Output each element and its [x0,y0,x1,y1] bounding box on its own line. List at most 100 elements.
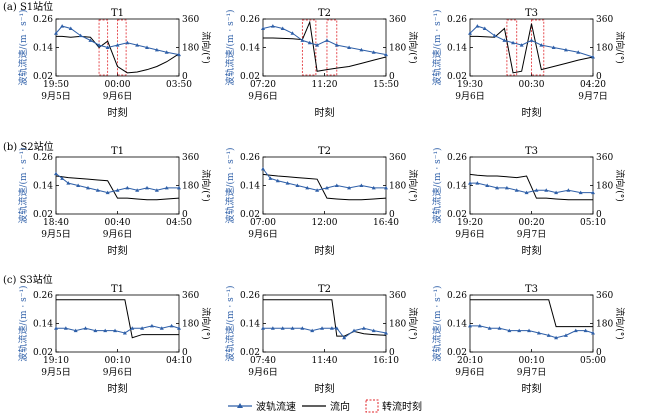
right-axis-label: 流向/(°) [200,31,212,64]
speed-point [485,183,490,187]
speed-point [591,55,595,59]
speed-point [85,185,90,190]
x-date-label: 9月6日 [248,91,277,102]
left-axis-label: 波轨流速/(m · s⁻¹) [17,147,29,223]
x-date-label: 9月5日 [41,367,70,378]
speed-point [591,331,595,335]
left-tick-label: 0.02 [33,72,53,82]
left-tick-label: 0.26 [447,291,467,301]
panel-title: T2 [318,284,331,295]
right-tick-label: 360 [389,291,406,301]
left-tick-label: 0.14 [33,320,53,330]
x-tick-label: 19:20 [457,218,483,228]
right-tick-label: 180 [596,44,613,54]
x-axis-title: 时刻 [315,106,335,119]
speed-point [334,183,339,187]
right-tick-label: 180 [596,320,613,330]
x-axis-title: 时刻 [315,244,335,257]
panel-title: T2 [318,8,331,19]
x-axis-title: 时刻 [108,382,128,395]
speed-point [329,326,334,330]
right-tick-label: 0 [182,210,188,220]
x-date-label: 9月5日 [41,91,70,102]
right-tick-label: 180 [389,44,406,54]
right-axis-label: 流向/(°) [200,307,212,340]
speed-point [261,326,265,330]
speed-point [270,326,275,330]
speed-point [54,31,58,35]
speed-point [352,328,357,333]
left-tick-label: 0.02 [447,210,467,220]
speed-point [492,33,497,38]
direction-series-line [470,23,594,74]
x-axis-title: 时刻 [315,382,335,395]
speed-point [275,178,280,183]
speed-series-line [262,168,386,191]
direction-series-line [56,35,180,74]
speed-point [576,50,581,54]
speed-point [66,181,71,185]
x-tick-label: 00:40 [105,218,131,228]
left-axis-label: 波轨流速/(m · s⁻¹) [224,285,236,361]
speed-point [135,188,140,192]
speed-point [60,176,65,180]
x-tick-label: 12:00 [312,218,338,228]
speed-point [551,45,556,49]
right-tick-label: 0 [389,348,395,358]
speed-point [140,326,145,330]
plot-frame [55,156,180,215]
speed-point [371,50,376,54]
station-label-s3: (c) S3站位 [3,273,53,286]
x-axis-title: 时刻 [522,106,542,119]
speed-point [54,171,58,176]
x-date-label: 9月7日 [578,91,607,102]
right-axis-label: 流向/(°) [614,169,626,202]
speed-point [261,26,265,30]
left-tick-label: 0.26 [33,153,53,163]
speed-point [154,47,159,52]
direction-series-line [262,173,387,201]
speed-point [468,181,472,185]
speed-point [63,326,68,330]
speed-point [384,52,388,57]
right-tick-label: 0 [182,72,188,82]
right-tick-label: 0 [596,210,602,220]
x-tick-label: 15:50 [373,80,399,90]
speed-point [105,190,110,195]
right-tick-label: 0 [596,72,602,82]
speed-point [310,328,315,333]
panel-title: T1 [111,8,124,19]
speed-point [324,185,329,190]
legend-turning-box [365,399,379,413]
right-tick-label: 0 [596,348,602,358]
speed-point [164,50,169,54]
x-tick-label: 16:10 [373,356,399,366]
left-axis-label: 波轨流速/(m · s⁻¹) [431,147,443,223]
speed-point [103,328,108,333]
speed-point [115,43,120,47]
x-tick-label: 11:40 [312,356,338,366]
direction-series-line [56,299,179,339]
speed-point [475,24,480,28]
plot-frame [262,18,387,77]
speed-series-line [55,173,179,194]
x-axis-title: 时刻 [522,382,542,395]
left-tick-label: 0.02 [240,72,260,82]
speed-point [145,45,150,49]
speed-point [83,326,88,330]
left-tick-label: 0.14 [447,182,467,192]
plot-frame [262,294,387,353]
x-date-label: 9月6日 [103,367,132,378]
left-tick-label: 0.26 [240,153,260,163]
speed-point [177,52,181,57]
x-tick-label: 19:50 [43,80,69,90]
speed-point [169,323,174,328]
right-tick-label: 180 [182,182,199,192]
right-axis-label: 流向/(°) [614,307,626,340]
direction-series-line [469,173,593,201]
speed-point [359,47,364,52]
speed-point [54,326,58,330]
speed-point [536,331,541,335]
right-tick-label: 180 [182,320,199,330]
